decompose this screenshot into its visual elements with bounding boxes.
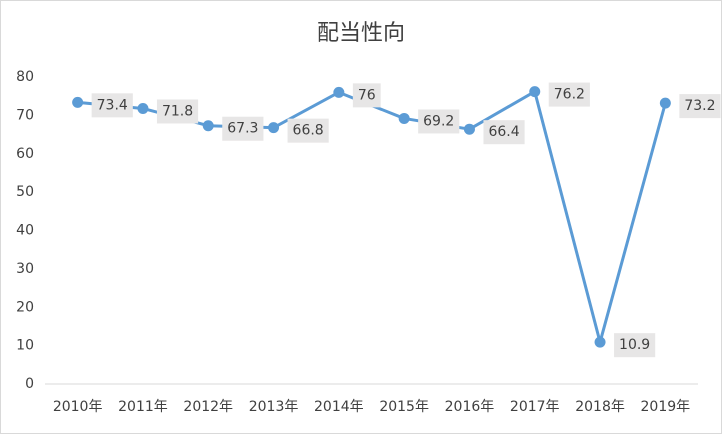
y-tick-label: 30 <box>16 261 34 277</box>
y-tick-label: 60 <box>16 146 34 162</box>
y-tick-label: 80 <box>16 69 34 85</box>
data-label: 66.8 <box>293 123 324 139</box>
y-tick-label: 40 <box>16 223 34 239</box>
data-label: 76.2 <box>554 87 585 103</box>
data-label-bg <box>418 109 460 134</box>
data-label-bg <box>614 333 656 358</box>
x-tick-label: 2010年 <box>53 399 103 415</box>
x-tick-label: 2015年 <box>379 399 429 415</box>
data-label: 76 <box>358 87 376 103</box>
data-label-bg <box>287 118 329 143</box>
data-point <box>463 123 475 135</box>
data-label-bg <box>156 99 199 124</box>
y-tick-label: 20 <box>16 299 34 315</box>
data-point <box>398 112 410 124</box>
data-label: 10.9 <box>619 337 650 353</box>
data-point <box>333 86 345 98</box>
data-label: 66.4 <box>488 124 519 140</box>
data-label-bg <box>222 116 264 141</box>
x-tick-label: 2017年 <box>510 399 560 415</box>
data-label: 69.2 <box>423 113 454 129</box>
data-point <box>659 97 671 109</box>
x-tick-label: 2018年 <box>575 399 625 415</box>
y-tick-label: 70 <box>16 107 34 123</box>
data-point <box>137 102 149 114</box>
y-tick-label: 50 <box>16 184 34 200</box>
data-label-bg <box>483 120 525 145</box>
x-tick-label: 2019年 <box>641 399 691 415</box>
x-tick-label: 2012年 <box>183 399 233 415</box>
x-tick-label: 2016年 <box>445 399 495 415</box>
data-label-bg <box>548 82 590 107</box>
data-point <box>268 122 280 134</box>
data-label: 71.8 <box>162 103 193 119</box>
y-tick-label: 0 <box>25 376 34 392</box>
data-label-bg <box>91 93 133 118</box>
y-tick-label: 10 <box>16 338 34 354</box>
data-label-bg <box>352 83 381 108</box>
x-tick-label: 2013年 <box>249 399 299 415</box>
data-label: 73.4 <box>97 97 128 113</box>
data-point <box>529 86 541 98</box>
chart-title: 配当性向 <box>317 21 405 46</box>
data-point <box>72 96 84 108</box>
data-label: 67.3 <box>227 121 258 137</box>
data-label: 73.2 <box>684 98 715 114</box>
data-point <box>202 120 214 132</box>
data-label-bg <box>679 94 721 119</box>
data-point <box>594 336 606 348</box>
x-tick-label: 2014年 <box>314 399 364 415</box>
x-tick-label: 2011年 <box>118 399 168 415</box>
